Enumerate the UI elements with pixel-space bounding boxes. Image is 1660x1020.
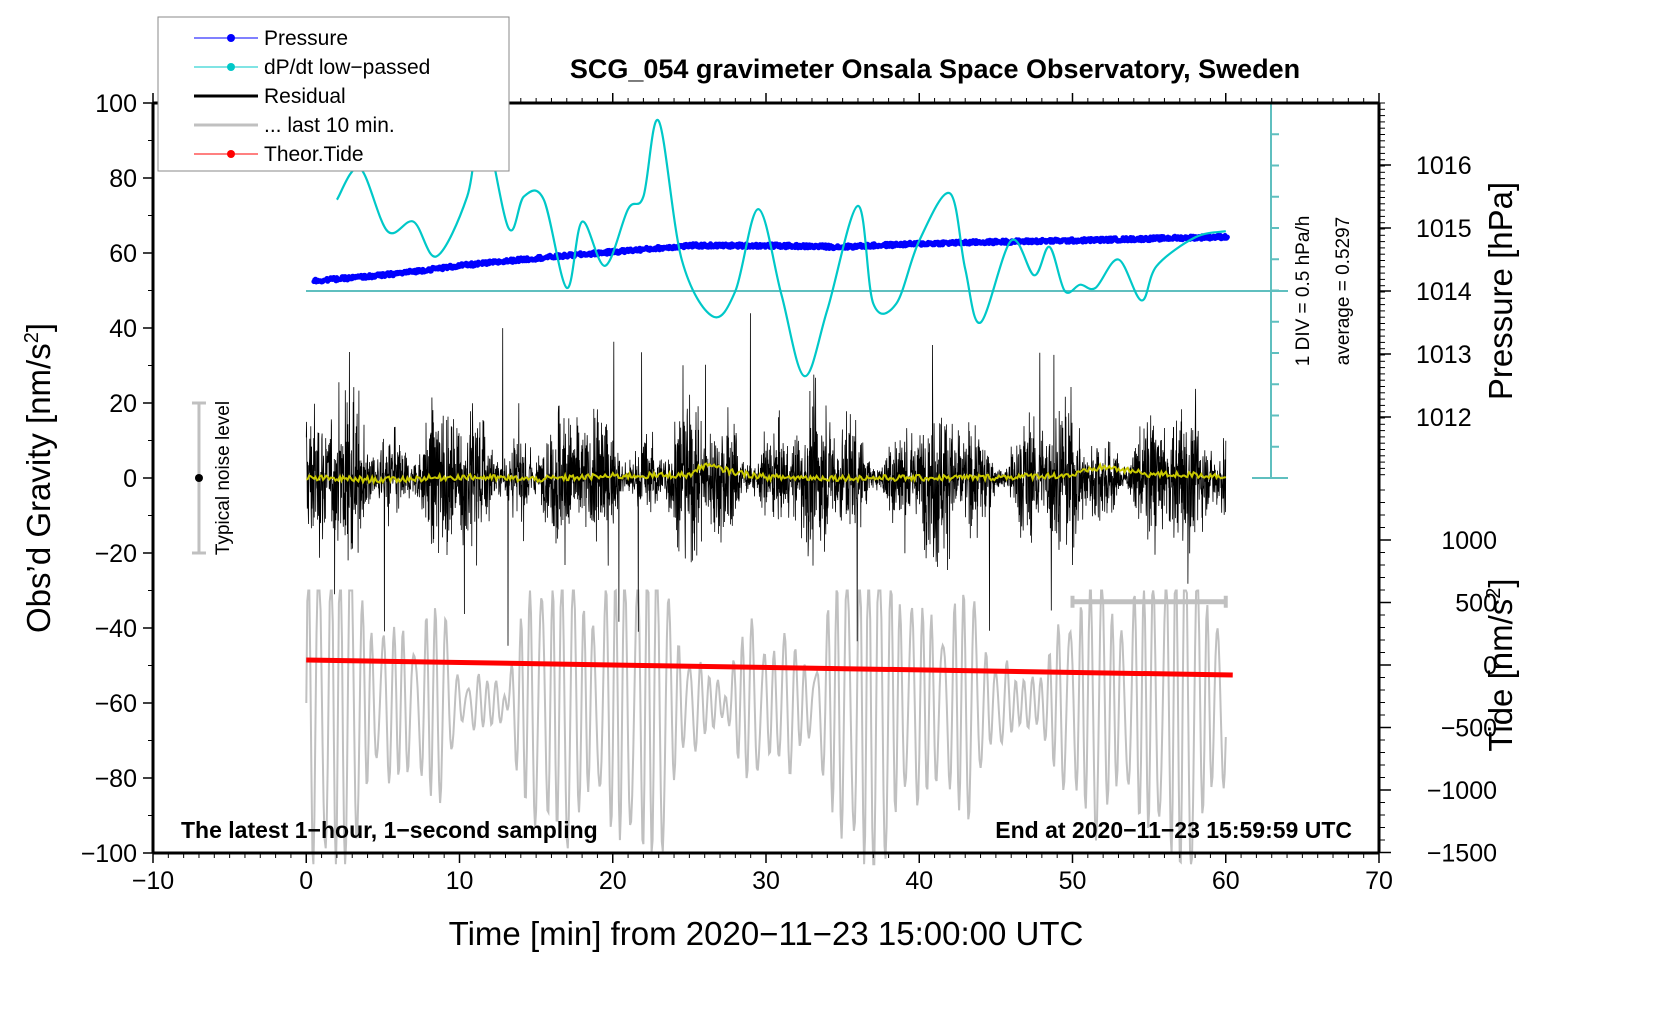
tide-tick-label: 0 [1483,652,1497,680]
y-tick-left-label: −60 [95,690,137,718]
dpdt-series [335,118,1227,378]
residual-line [305,313,1227,646]
y-tick-left-label: 40 [109,315,137,343]
x-tick-label: 10 [446,867,474,895]
annotations [191,401,1228,608]
x-tick-label: 0 [299,867,313,895]
y-axis-tide-title-sup: 2 [1483,588,1505,599]
end-time-label: End at 2020−11−23 15:59:59 UTC [995,817,1352,843]
y-tick-left-label: −20 [95,540,137,568]
legend-marker-0 [227,34,235,42]
x-tick-label: 20 [599,867,627,895]
y-axis-tide-title-end: ] [1482,578,1519,587]
dpdt-scale-axis [306,102,1288,479]
y-tick-left-label: 20 [109,390,137,418]
x-tick-label: 40 [905,867,933,895]
x-tick-label: −10 [132,867,174,895]
y-tick-left-label: 60 [109,240,137,268]
y-axis-tide-title-main: Tide [nm/s [1482,599,1519,752]
legend-marker-1 [227,63,235,71]
y-axis-tide-title: Tide [nm/s2] [1482,578,1519,751]
pressure-series [311,232,1230,285]
legend-label-2: Residual [264,85,346,108]
noise-level-label: Typical noise level [213,401,234,555]
y-axis-left-title-main: Obs’d Gravity [nm/s [20,343,57,633]
legend-label-3: ... last 10 min. [264,114,395,137]
residual-smoothed-series [305,462,1227,486]
pressure-tick-label: 1012 [1416,404,1472,432]
x-axis-title: Time [min] from 2020−11−23 15:00:00 UTC [449,915,1084,952]
tide-tick-label: −1000 [1427,777,1497,805]
legend-label-0: Pressure [264,27,348,50]
y-tick-left-label: −80 [95,765,137,793]
tide-tick-label: −1500 [1427,840,1497,868]
pressure-points [311,232,1230,285]
x-tick-label: 30 [752,867,780,895]
theor-tide-series [306,657,1233,678]
pressure-tick-label: 1015 [1416,215,1472,243]
y-tick-left-label: 100 [95,90,137,118]
residual-series [305,313,1227,646]
chart-title: SCG_054 gravimeter Onsala Space Observat… [570,54,1300,84]
legend-marker-4 [227,150,235,158]
legend-label-4: Theor.Tide [264,143,364,166]
y-axis-left-title-end: ] [20,323,57,332]
axes: −10 0 10 20 30 40 50 60 70100806040200−20−40−60−… [81,90,1497,895]
legend: Pressure dP/dt low−passed Residual ... last… [157,16,510,172]
pressure-tick-label: 1016 [1416,152,1472,180]
x-tick-label: 60 [1212,867,1240,895]
pressure-tick-label: 1014 [1416,278,1472,306]
x-tick-label: 70 [1365,867,1393,895]
theor-tide-line [306,657,1233,678]
sampling-info-label: The latest 1−hour, 1−second sampling [181,817,598,843]
y-tick-left-label: −40 [95,615,137,643]
residual-smoothed-line [305,462,1227,486]
dpdt-scale-label: 1 DIV = 0.5 hPa/h [1293,216,1314,367]
tide-tick-label: 500 [1455,590,1497,618]
last-10-min-series [305,588,1227,866]
x-tick-label: 50 [1059,867,1087,895]
y-tick-left-label: −100 [81,840,137,868]
y-axis-pressure-title: Pressure [hPa] [1482,182,1519,400]
dpdt-line [335,118,1227,378]
last-10-min-line [305,588,1227,866]
y-tick-left-label: 80 [109,165,137,193]
tide-tick-label: −500 [1441,715,1497,743]
legend-box [157,16,510,172]
dpdt-average-label: average = 0.5297 [1333,217,1354,365]
noise-level-dot [194,474,203,482]
pressure-tick-label: 1013 [1416,341,1472,369]
legend-label-1: dP/dt low−passed [264,56,430,79]
y-axis-left-title: Obs’d Gravity [nm/s2] [20,323,57,633]
y-tick-left-label: 0 [123,465,137,493]
tide-tick-label: 1000 [1441,527,1497,555]
y-axis-left-title-sup: 2 [21,332,43,343]
